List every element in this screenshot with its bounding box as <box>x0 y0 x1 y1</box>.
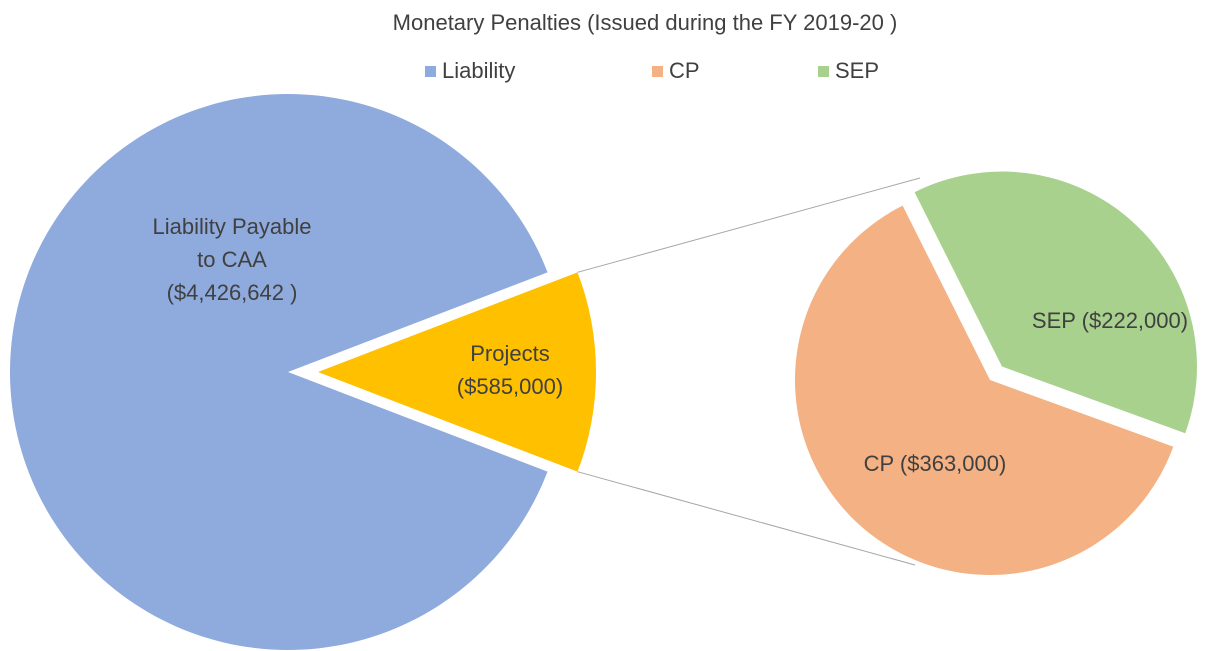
data-label: Liability Payable <box>153 214 312 239</box>
data-label: ($4,426,642 ) <box>167 280 298 305</box>
legend-label: Liability <box>442 58 515 83</box>
connector <box>577 471 916 566</box>
legend-label: SEP <box>835 58 879 83</box>
data-label: SEP ($222,000) <box>1032 308 1188 333</box>
pie-slice <box>795 205 1174 575</box>
legend-swatch <box>652 66 663 77</box>
legend-label: CP <box>669 58 700 83</box>
connector <box>577 177 921 273</box>
data-label: to CAA <box>197 247 267 272</box>
legend-swatch <box>425 66 436 77</box>
pie-slice <box>318 272 597 472</box>
data-label: ($585,000) <box>457 374 563 399</box>
pie-slice <box>914 171 1197 434</box>
chart-title: Monetary Penalties (Issued during the FY… <box>393 10 898 35</box>
data-label: Projects <box>470 341 549 366</box>
data-label: CP ($363,000) <box>864 451 1007 476</box>
pie-slice <box>10 93 548 650</box>
legend-swatch <box>818 66 829 77</box>
